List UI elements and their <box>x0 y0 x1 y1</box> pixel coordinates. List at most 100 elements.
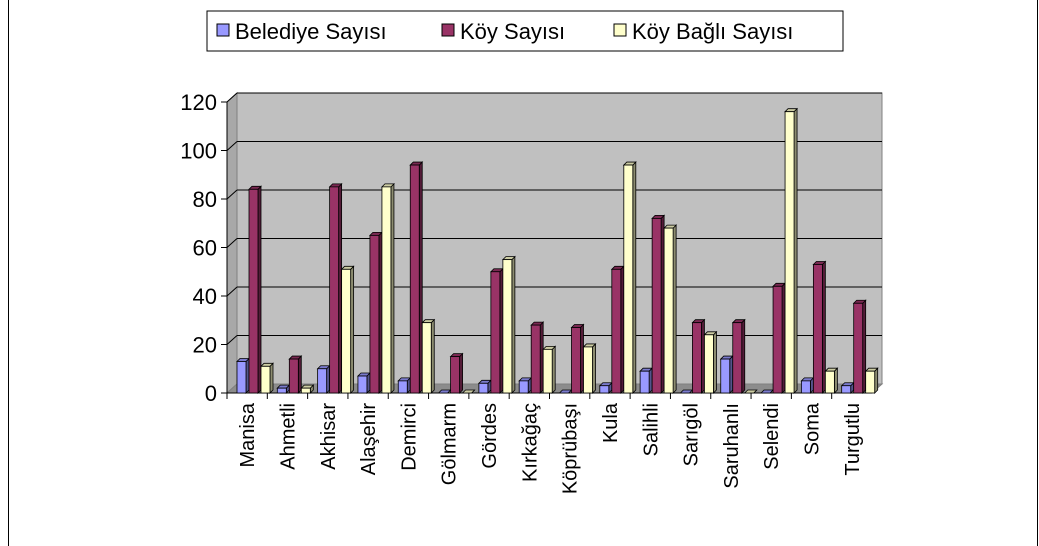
bar-side <box>741 318 746 394</box>
category-label: Manisa <box>237 402 259 467</box>
legend-label: Köy Sayısı <box>460 19 565 44</box>
gridline-side <box>226 335 238 345</box>
bar-front <box>542 348 553 394</box>
bar-köy-sayısı <box>449 352 464 394</box>
y-tick-label: 60 <box>193 236 217 261</box>
y-tick-labels: 0 20 40 60 80 100 120 <box>180 90 217 406</box>
bar-front <box>409 164 420 394</box>
category-label: Saruhanlı <box>721 403 743 489</box>
category-label: Salihli <box>640 403 662 456</box>
legend: Belediye Sayısı Köy Sayısı Köy Bağlı Sayıs… <box>206 10 844 52</box>
bar-front <box>329 186 340 394</box>
bar-köy-sayısı <box>731 318 746 394</box>
legend-label: Belediye Sayısı <box>235 19 387 44</box>
bar-side <box>539 321 544 394</box>
bar-front <box>800 380 811 394</box>
bar-belediye-sayısı <box>276 384 291 394</box>
bar-belediye-sayısı <box>397 376 412 394</box>
y-tick-label: 80 <box>193 187 217 212</box>
bar-front <box>381 186 392 394</box>
y-tick-label: 40 <box>193 284 217 309</box>
bar-front <box>704 334 714 394</box>
category-label: Akhisar <box>318 403 340 470</box>
category-labels: Manisa Ahmetli Akhisar Alaşehir Demirci Gölma… <box>237 402 864 494</box>
bar-side <box>350 265 355 394</box>
bar-side <box>729 355 734 394</box>
category-label: Demirci <box>398 403 420 471</box>
bar-köy-sayısı <box>368 231 383 394</box>
bar-side <box>793 107 798 394</box>
bar-front <box>824 370 835 394</box>
bar-side <box>551 345 556 394</box>
bar-side <box>390 182 395 394</box>
bar-front <box>288 358 299 394</box>
bar-side <box>378 231 383 394</box>
bar-köy-sayısı <box>328 182 343 394</box>
bar-köy-bağlı-sayısı <box>461 389 476 394</box>
bar-front <box>623 164 634 394</box>
gridline-side <box>226 92 238 103</box>
bar-köy-bağlı-sayısı <box>380 182 395 394</box>
bar-front <box>236 361 247 394</box>
y-tick-label: 20 <box>193 333 217 358</box>
legend-swatch <box>613 23 627 37</box>
bar-side <box>430 318 435 394</box>
bar-side <box>781 282 786 394</box>
bar-front <box>421 322 432 394</box>
bar-köy-sayısı <box>489 267 504 394</box>
bar-köy-sayısı <box>691 318 706 394</box>
gridline-side <box>226 238 238 248</box>
gridline-side <box>226 286 238 297</box>
bar-köy-bağlı-sayısı <box>421 318 436 394</box>
bar-front <box>317 368 328 394</box>
chart-frame <box>8 0 1038 546</box>
bar-front <box>248 188 259 394</box>
bar-belediye-sayısı <box>316 364 331 394</box>
bar-front <box>611 268 622 394</box>
bar-belediye-sayısı <box>236 357 250 394</box>
bar-side <box>580 323 584 394</box>
gridline-side <box>226 189 238 200</box>
bar-köy-bağlı-sayısı <box>622 161 637 394</box>
bar-front <box>276 387 287 394</box>
bar-side <box>499 267 504 394</box>
bar-front <box>812 264 823 394</box>
y-tick-label: 100 <box>180 139 217 164</box>
bar-front <box>300 387 311 394</box>
bar-side <box>648 367 653 394</box>
bar-front <box>663 227 674 394</box>
bar-front <box>639 370 650 394</box>
category-label: Sarıgöl <box>681 403 703 466</box>
legend-swatch <box>216 23 230 37</box>
bar-front <box>369 234 380 394</box>
category-label: Soma <box>802 402 824 455</box>
bar-köy-bağlı-sayısı <box>542 345 557 394</box>
category-label: Alaşehir <box>358 403 380 476</box>
bar-köy-sayısı <box>610 265 625 394</box>
bar-belediye-sayısı <box>800 376 815 394</box>
bar-side <box>620 265 625 394</box>
bar-front <box>450 356 460 394</box>
bar-belediye-sayısı <box>356 372 371 394</box>
bar-front <box>599 385 610 394</box>
bar-side <box>833 367 838 394</box>
bar-köy-sayısı <box>530 321 545 394</box>
bar-köy-bağlı-sayısı <box>501 255 516 394</box>
bar-köy-sayısı <box>570 323 585 394</box>
bar-köy-bağlı-sayısı <box>582 342 597 394</box>
bar-köy-sayısı <box>812 260 827 394</box>
bar-side <box>297 355 302 394</box>
bar-köy-bağlı-sayısı <box>300 384 315 394</box>
bar-belediye-sayısı <box>598 381 613 394</box>
bar-side <box>338 182 343 394</box>
bar-side <box>874 367 879 394</box>
bar-side <box>592 342 596 394</box>
bar-front <box>397 380 408 394</box>
bar-front <box>865 370 876 394</box>
bar-front <box>341 268 352 394</box>
bar-side <box>511 255 516 394</box>
bar-belediye-sayısı <box>719 355 734 394</box>
bar-side <box>269 362 274 394</box>
bar-front <box>530 324 541 394</box>
